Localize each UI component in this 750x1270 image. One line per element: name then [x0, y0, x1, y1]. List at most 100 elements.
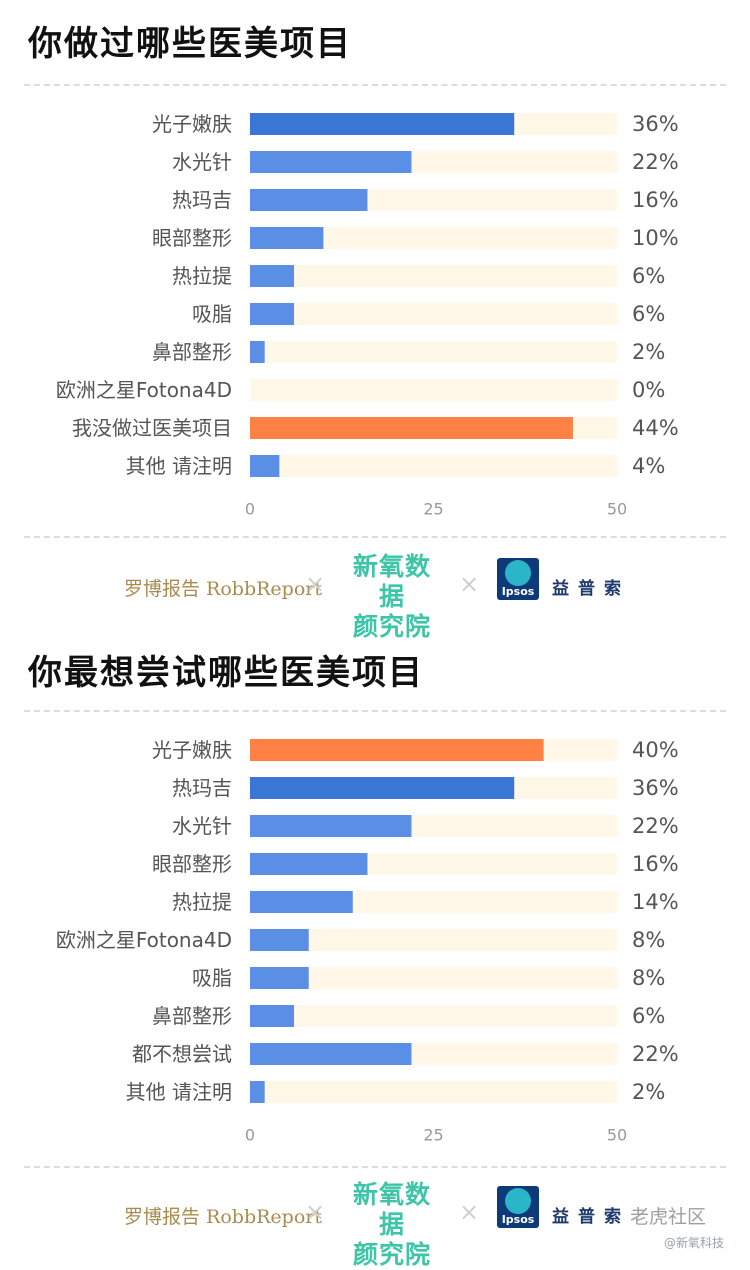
bar	[250, 341, 265, 363]
x-tick-label: 50	[607, 1126, 627, 1145]
bar	[250, 151, 412, 173]
x-tick-label: 0	[245, 1126, 255, 1145]
ipsos-logo-word: Ipsos	[501, 585, 535, 598]
robb-report-logo: 罗博报告 RobbReport	[124, 578, 322, 600]
value-label: 36%	[632, 112, 679, 136]
bar	[250, 777, 515, 799]
separator-x-icon: ×	[459, 570, 480, 598]
separator-x-icon: ×	[459, 1198, 480, 1226]
value-label: 16%	[632, 852, 679, 876]
bar	[250, 189, 368, 211]
bar	[250, 815, 412, 837]
bar-track	[250, 265, 617, 287]
value-label: 8%	[632, 966, 665, 990]
category-label: 水光针	[172, 814, 232, 838]
category-label: 光子嫩肤	[152, 738, 232, 762]
category-label: 我没做过医美项目	[72, 416, 232, 440]
divider-4	[24, 1166, 726, 1168]
bar	[250, 227, 324, 249]
value-label: 14%	[632, 890, 679, 914]
ipsos-logo-word: Ipsos	[501, 1213, 535, 1226]
value-label: 10%	[632, 226, 679, 250]
xinyang-logo-line1: 新氧数据	[352, 1180, 431, 1239]
category-label: 其他 请注明	[126, 1080, 232, 1104]
bar-track	[250, 967, 617, 989]
divider-1	[24, 84, 726, 86]
bar	[250, 739, 544, 761]
value-label: 22%	[632, 814, 679, 838]
category-label: 欧洲之星Fotona4D	[56, 378, 232, 402]
bar	[250, 1081, 265, 1103]
bar-track	[250, 303, 617, 325]
category-label: 鼻部整形	[152, 340, 232, 364]
value-label: 6%	[632, 302, 665, 326]
category-label: 眼部整形	[152, 226, 232, 250]
bar	[250, 417, 573, 439]
ipsos-logo-icon: Ipsos	[497, 1186, 539, 1228]
bar	[250, 1043, 412, 1065]
separator-x-icon: ×	[305, 570, 326, 598]
x-tick-label: 50	[607, 500, 627, 519]
xinyang-logo-line1: 新氧数据	[352, 552, 431, 611]
category-label: 热拉提	[172, 890, 232, 914]
value-label: 6%	[632, 1004, 665, 1028]
watermark-main: 老虎社区	[630, 1206, 707, 1228]
category-label: 吸脂	[192, 966, 232, 990]
value-label: 2%	[632, 340, 665, 364]
separator-x-icon: ×	[305, 1198, 326, 1226]
bar	[250, 891, 353, 913]
value-label: 22%	[632, 1042, 679, 1066]
bar	[250, 455, 280, 477]
logo-strip-1: 罗博报告 RobbReport × 新氧数据 颜究院 × Ipsos 益普索	[0, 548, 750, 641]
bar-track	[250, 227, 617, 249]
x-tick-label: 0	[245, 500, 255, 519]
value-label: 44%	[632, 416, 679, 440]
bar-track	[250, 929, 617, 951]
value-label: 16%	[632, 188, 679, 212]
value-label: 22%	[632, 150, 679, 174]
bar	[250, 265, 295, 287]
category-label: 眼部整形	[152, 852, 232, 876]
category-label: 吸脂	[192, 302, 232, 326]
category-label: 热玛吉	[172, 188, 232, 212]
xinyang-logo: 新氧数据 颜究院	[342, 1180, 442, 1270]
bar	[250, 1005, 295, 1027]
value-label: 4%	[632, 454, 665, 478]
category-label: 热拉提	[172, 264, 232, 288]
divider-2	[24, 536, 726, 538]
bar-track	[250, 341, 617, 363]
bar	[250, 929, 309, 951]
category-label: 鼻部整形	[152, 1004, 232, 1028]
ipsos-cn-label: 益普索	[552, 579, 630, 599]
category-label: 光子嫩肤	[152, 112, 232, 136]
bar	[250, 967, 309, 989]
xinyang-logo: 新氧数据 颜究院	[342, 552, 442, 642]
value-label: 2%	[632, 1080, 665, 1104]
chart-2-title: 你最想尝试哪些医美项目	[28, 653, 424, 693]
bar-track	[250, 1005, 617, 1027]
value-label: 8%	[632, 928, 665, 952]
bar	[250, 303, 295, 325]
chart-1-plot: 光子嫩肤 36% 水光针 22% 热玛吉 16% 眼部整形 10% 热拉提 6% 吸脂 6% 鼻部整形 2…	[56, 112, 679, 519]
ipsos-ring-icon	[505, 560, 531, 586]
value-label: 0%	[632, 378, 665, 402]
x-tick-label: 25	[423, 1126, 443, 1145]
bar-track	[250, 1081, 617, 1103]
ipsos-ring-icon	[505, 1188, 531, 1214]
bar	[250, 853, 368, 875]
watermark-sub: @新氧科技	[664, 1236, 725, 1250]
category-label: 欧洲之星Fotona4D	[56, 928, 232, 952]
bar-track	[250, 455, 617, 477]
category-label: 都不想尝试	[132, 1042, 232, 1066]
ipsos-logo-icon: Ipsos	[497, 558, 539, 600]
ipsos-cn-label: 益普索	[552, 1207, 630, 1227]
divider-3	[24, 710, 726, 712]
bar-track	[250, 379, 617, 401]
chart-2-plot: 光子嫩肤 40% 热玛吉 36% 水光针 22% 眼部整形 16% 热拉提 14% 欧洲之星Foto…	[56, 738, 679, 1145]
category-label: 水光针	[172, 150, 232, 174]
chart-1-title: 你做过哪些医美项目	[28, 24, 352, 64]
bar	[250, 113, 515, 135]
robb-report-logo: 罗博报告 RobbReport	[124, 1206, 322, 1228]
value-label: 36%	[632, 776, 679, 800]
category-label: 其他 请注明	[126, 454, 232, 478]
